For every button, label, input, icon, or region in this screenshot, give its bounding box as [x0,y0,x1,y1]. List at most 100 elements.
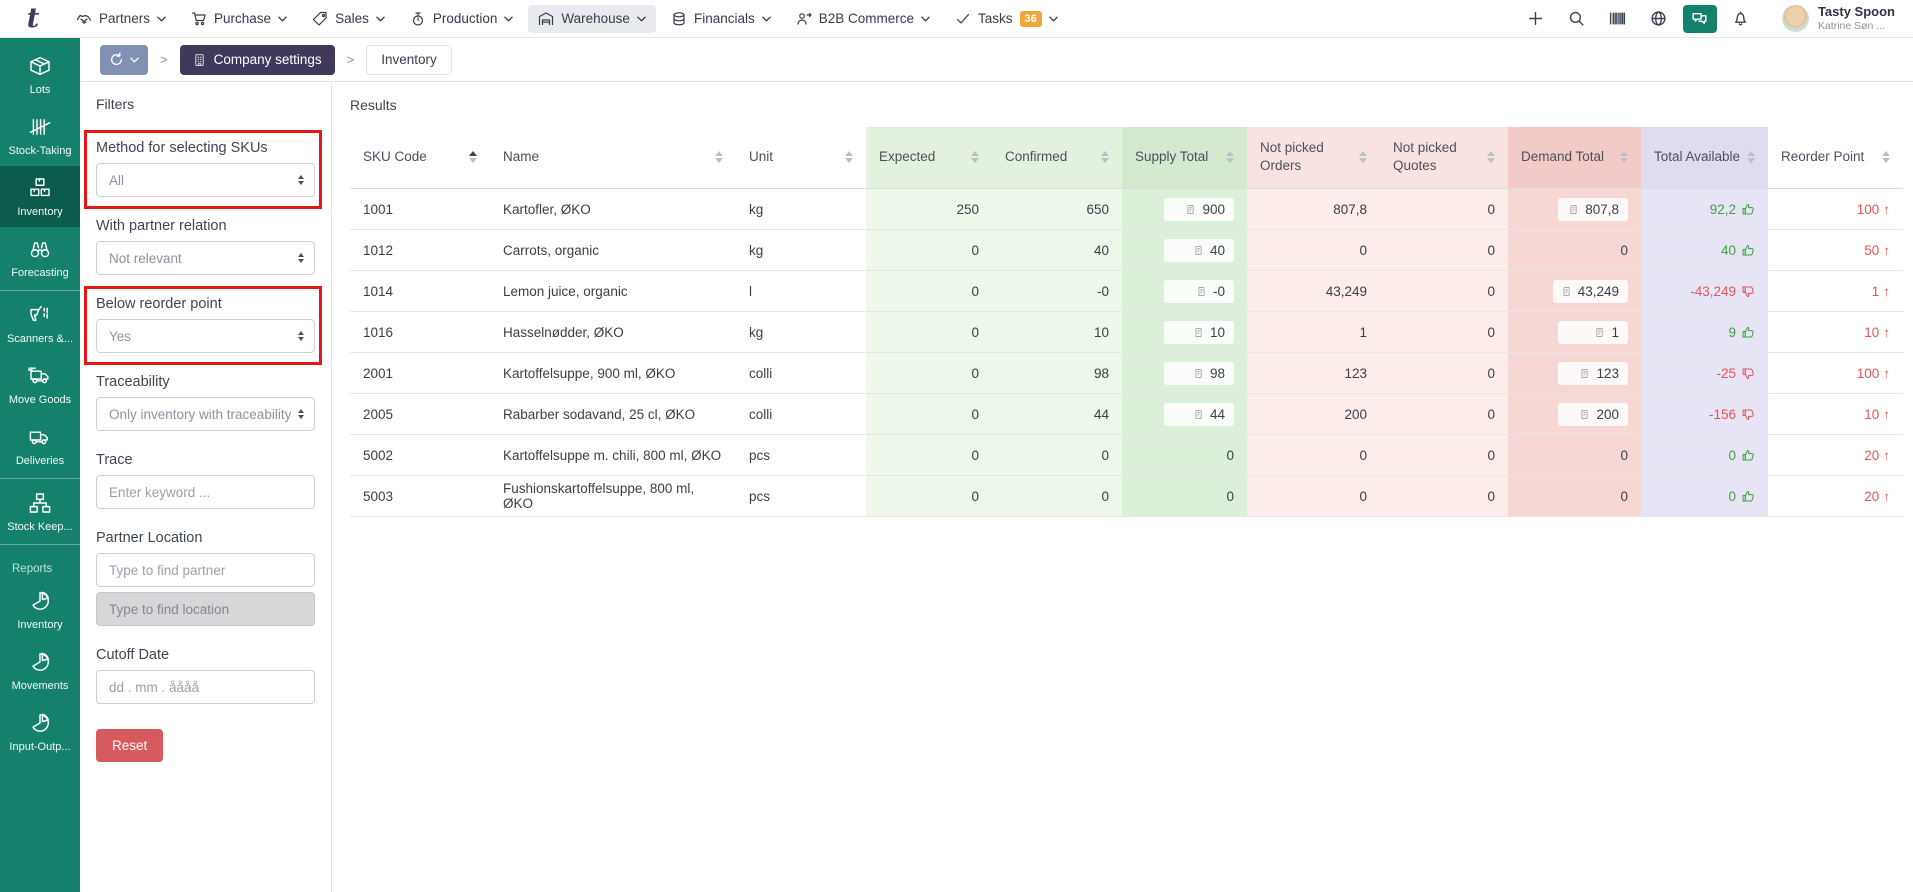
table-row-1001[interactable]: 1001 Kartofler, ØKO kg 250 650 900 807,8 0 807,8… [350,188,1903,231]
sidebar-report-movements[interactable]: Movements [0,640,80,701]
column-header-total-available[interactable]: Total Available [1641,127,1768,189]
column-header-not-picked-quotes[interactable]: Not picked Quotes [1380,127,1508,189]
table-row-1016[interactable]: 1016 Hasselnødder, ØKO kg 0 10 10 1 0 1 9 10 ↑ [350,311,1903,354]
column-header-expected[interactable]: Expected [866,127,992,189]
column-header-demand-total[interactable]: Demand Total [1508,127,1641,189]
chat-button[interactable] [1682,4,1717,33]
column-label: Demand Total [1521,148,1605,164]
table-row-1014[interactable]: 1014 Lemon juice, organic l 0 -0 -0 43,249 0 43,… [350,270,1903,313]
sidebar-item-label: Movements [11,680,69,692]
column-header-not-picked-orders[interactable]: Not picked Orders [1247,127,1380,189]
sidebar-report-inventory[interactable]: Inventory [0,579,80,640]
column-header-supply-total[interactable]: Supply Total [1122,127,1247,189]
table-row-5003[interactable]: 5003 Fushionskartoffelsuppe, 800 ml, ØKO p… [350,475,1903,518]
lot-total-pill: -0 [1164,279,1234,303]
bell-button[interactable] [1724,5,1758,33]
chevron-down-icon [157,16,166,22]
cell-sku-code: 2001 [350,352,490,395]
table-row-1012[interactable]: 1012 Carrots, organic kg 0 40 40 0 0 0 40 50 ↑ [350,229,1903,272]
b2b-icon [796,11,812,27]
cell-demand-total: 0 [1508,434,1641,477]
avatar[interactable] [1781,5,1809,32]
trace-input[interactable] [96,475,315,509]
breadcrumb-current-inventory[interactable]: Inventory [366,44,452,75]
cell-expected: 0 [866,270,992,313]
cell-confirmed: 650 [992,188,1122,231]
app-logo[interactable]: t [26,3,40,34]
sidebar-item-stock-keep[interactable]: Stock Keep... [0,481,80,542]
sidebar-item-deliveries[interactable]: Deliveries [0,415,80,476]
nav-item-partners[interactable]: Partners [66,5,176,33]
thumb-up-icon-value: 9 [1728,325,1755,340]
cell-reorder-point: 50 ↑ [1768,229,1903,272]
cell-expected: 0 [866,475,992,518]
column-header-reorder-point[interactable]: Reorder Point [1768,127,1903,189]
table-row-5002[interactable]: 5002 Kartoffelsuppe m. chili, 800 ml, ØKO… [350,434,1903,477]
sidebar-report-input-outp[interactable]: Input-Outp... [0,701,80,762]
sidebar-item-lots[interactable]: Lots [0,44,80,105]
arrow-up-icon: ↑ [1883,365,1890,381]
company-settings-label: Company settings [213,52,322,67]
column-header-sku-code[interactable]: SKU Code [350,127,490,189]
select-arrows-icon [298,253,304,263]
breadcrumb-company-settings[interactable]: Company settings [179,44,335,75]
cutoff-date-input[interactable] [96,670,315,704]
sidebar-item-move-goods[interactable]: Move Goods [0,354,80,415]
column-header-name[interactable]: Name [490,127,736,189]
nav-item-tasks[interactable]: Tasks 36 [945,5,1068,33]
cell-unit: pcs [736,434,866,477]
sidebar-nav: Lots Stock-Taking Inventory Forecasting … [0,44,80,547]
table-row-2005[interactable]: 2005 Rabarber sodavand, 25 cl, ØKO colli 0 4… [350,393,1903,436]
barcode-button[interactable] [1601,5,1635,33]
partner-location-input-1[interactable] [96,553,315,587]
cell-supply-total: 10 [1122,311,1247,354]
search-button[interactable] [1560,5,1594,33]
bell-icon [1732,10,1749,27]
chevron-down-icon [1049,16,1058,22]
cell-unit: colli [736,352,866,395]
table-row-2001[interactable]: 2001 Kartoffelsuppe, 900 ml, ØKO colli 0 98 9… [350,352,1903,395]
cell-not-picked-orders: 123 [1247,352,1380,395]
sidebar-item-scanners[interactable]: Scanners &... [0,293,80,354]
sidebar-item-stock-taking[interactable]: Stock-Taking [0,105,80,166]
thumb-up-icon-value: 92,2 [1710,202,1755,217]
nav-item-b2b-commerce[interactable]: B2B Commerce [786,5,940,33]
cell-confirmed: -0 [992,270,1122,313]
select-value: Not relevant [109,250,182,266]
traceability-select[interactable]: Only inventory with traceability [96,397,315,431]
cell-not-picked-quotes: 0 [1380,475,1508,518]
arrow-up-icon: ↑ [1883,201,1890,217]
filters-fields: Method for selecting SKUs All With partn… [84,130,322,704]
nav-item-production[interactable]: Production [400,5,524,33]
with-partner-relation-select[interactable]: Not relevant [96,241,315,275]
filter-label: Method for selecting SKUs [96,140,268,156]
plus-button[interactable] [1519,5,1553,33]
column-header-confirmed[interactable]: Confirmed [992,127,1122,189]
user-menu[interactable]: Tasty Spoon Katrine Søn ... [1818,4,1895,32]
method-for-selecting-skus-select[interactable]: All [96,163,315,197]
cell-unit: kg [736,188,866,231]
building-icon [193,53,206,67]
partner-location-input-2 [96,592,315,626]
globe-button[interactable] [1642,5,1676,33]
sidebar-item-inventory[interactable]: Inventory [0,166,80,227]
history-button[interactable] [100,44,148,75]
sidebar-item-forecasting[interactable]: Forecasting [0,227,80,288]
nav-item-purchase[interactable]: Purchase [181,5,297,33]
column-header-unit[interactable]: Unit [736,127,866,189]
sort-arrows-icon [1359,150,1367,163]
below-reorder-point-select[interactable]: Yes [96,319,315,353]
cell-reorder-point: 10 ↑ [1768,393,1903,436]
cell-demand-total: 807,8 [1508,188,1641,231]
nav-item-financials[interactable]: Financials [661,5,781,33]
lot-icon [1595,327,1604,338]
nav-item-sales[interactable]: Sales [302,5,395,33]
sales-icon [312,11,328,27]
cell-supply-total: 98 [1122,352,1247,395]
reset-button[interactable]: Reset [96,729,164,762]
financials-icon [671,11,687,27]
nav-item-warehouse[interactable]: Warehouse [528,4,656,33]
cell-unit: colli [736,393,866,436]
cell-total-available: -43,249 [1641,270,1768,313]
